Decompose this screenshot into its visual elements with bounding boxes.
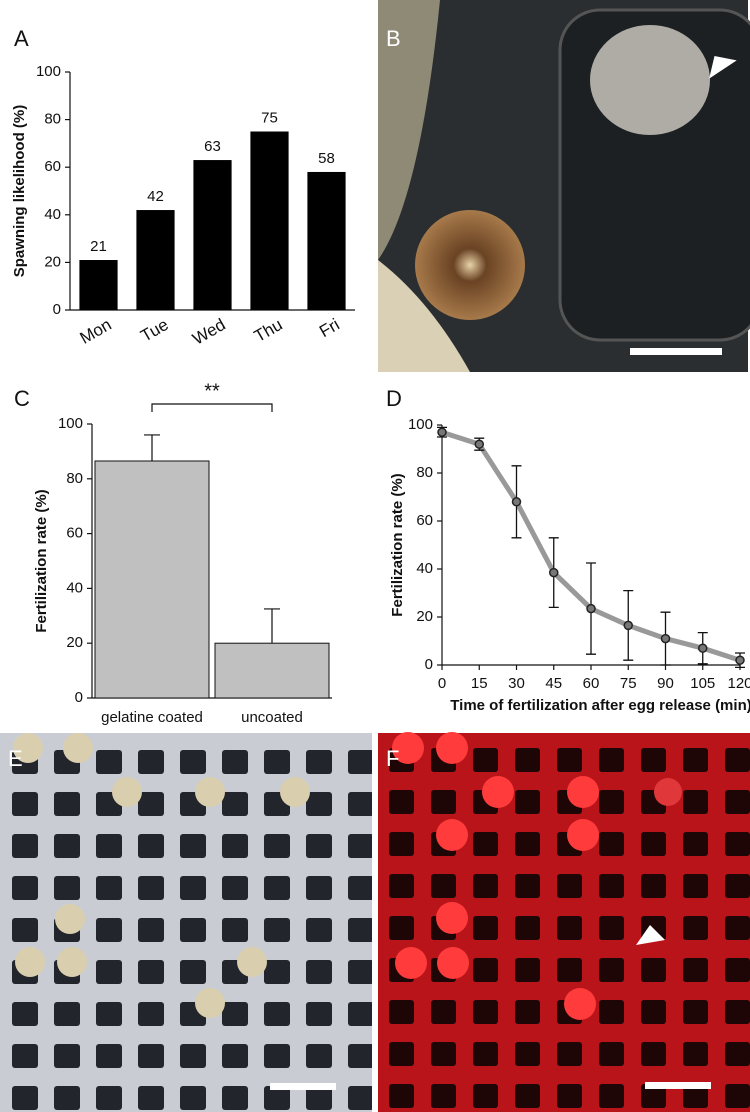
bar bbox=[214, 642, 330, 699]
photo-f bbox=[378, 732, 750, 1112]
point bbox=[511, 497, 522, 507]
significance-label: ** bbox=[204, 380, 220, 402]
value-label: 63 bbox=[204, 138, 221, 155]
bar bbox=[193, 160, 232, 310]
y-tick-label: 100 bbox=[408, 416, 433, 433]
point bbox=[623, 620, 633, 631]
x-tick-label: Wed bbox=[189, 315, 229, 349]
y-tick-label: 40 bbox=[416, 560, 433, 577]
bar bbox=[307, 171, 346, 310]
x-tick-label: 75 bbox=[620, 675, 637, 692]
point bbox=[586, 603, 596, 614]
x-tick-label: uncoated bbox=[241, 709, 303, 726]
y-tick-label: 20 bbox=[416, 608, 433, 625]
y-axis-label: Spawning likelihood (%) bbox=[11, 105, 28, 278]
point bbox=[437, 427, 447, 437]
error-bar bbox=[144, 434, 160, 461]
panel-label: C bbox=[14, 386, 30, 411]
photo-e bbox=[0, 733, 372, 1112]
x-tick-label: 0 bbox=[438, 675, 446, 692]
y-axis-label: Fertilization rate (%) bbox=[33, 489, 50, 632]
y-tick-label: 100 bbox=[36, 63, 61, 80]
y-tick-label: 0 bbox=[425, 656, 433, 673]
x-tick-label: 45 bbox=[545, 675, 562, 692]
point bbox=[735, 655, 745, 665]
y-tick-label: 40 bbox=[44, 206, 61, 223]
x-tick-label: 90 bbox=[657, 675, 674, 692]
significance-bracket bbox=[151, 403, 273, 412]
point bbox=[698, 643, 708, 653]
y-tick-label: 0 bbox=[53, 301, 61, 318]
bar bbox=[136, 210, 175, 310]
x-tick-label: gelatine coated bbox=[101, 709, 203, 726]
bar bbox=[79, 260, 118, 310]
y-axis-label: Fertilization rate (%) bbox=[389, 473, 406, 616]
bar bbox=[94, 460, 210, 699]
panel-label: F bbox=[386, 746, 399, 771]
x-tick-label: Fri bbox=[316, 315, 343, 341]
y-tick-label: 80 bbox=[416, 464, 433, 481]
y-tick-label: 0 bbox=[75, 689, 83, 706]
panel-label: B bbox=[386, 26, 401, 51]
y-tick-label: 100 bbox=[58, 415, 83, 432]
point bbox=[474, 439, 484, 449]
x-tick-label: 30 bbox=[508, 675, 525, 692]
value-label: 75 bbox=[261, 109, 278, 126]
error-bar bbox=[264, 608, 280, 644]
x-tick-label: 105 bbox=[690, 675, 715, 692]
x-axis-label: Time of fertilization after egg release … bbox=[450, 697, 750, 714]
y-tick-label: 20 bbox=[66, 634, 83, 651]
y-tick-label: 80 bbox=[44, 111, 61, 128]
x-tick-label: Mon bbox=[77, 315, 115, 348]
value-label: 42 bbox=[147, 188, 164, 205]
panel-label: E bbox=[8, 746, 23, 771]
y-tick-label: 60 bbox=[416, 512, 433, 529]
photo-b bbox=[378, 0, 750, 372]
x-tick-label: 120 bbox=[727, 675, 750, 692]
y-tick-label: 40 bbox=[66, 579, 83, 596]
point bbox=[549, 567, 559, 578]
value-label: 58 bbox=[318, 150, 335, 167]
value-label: 21 bbox=[90, 238, 107, 255]
bar bbox=[250, 131, 289, 310]
panel-label: D bbox=[386, 386, 402, 411]
x-tick-label: Thu bbox=[251, 315, 286, 346]
y-tick-label: 60 bbox=[66, 525, 83, 542]
y-tick-label: 20 bbox=[44, 253, 61, 270]
panel-label: A bbox=[14, 26, 29, 51]
x-tick-label: 15 bbox=[471, 675, 488, 692]
x-tick-label: 60 bbox=[583, 675, 600, 692]
point bbox=[660, 633, 671, 644]
x-tick-label: Tue bbox=[137, 315, 171, 346]
y-tick-label: 80 bbox=[66, 470, 83, 487]
y-tick-label: 60 bbox=[44, 158, 61, 175]
